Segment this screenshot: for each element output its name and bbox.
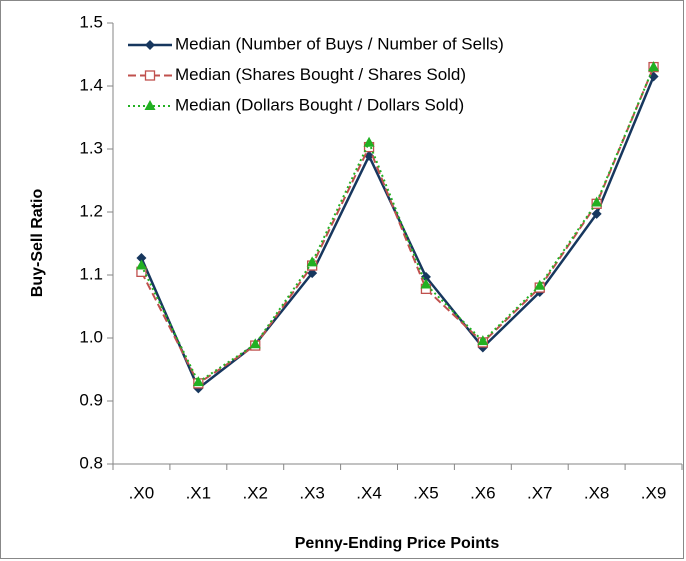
x-tick-label: .X6 — [470, 483, 496, 502]
marker — [591, 196, 603, 207]
x-tick-label: .X2 — [242, 483, 268, 502]
x-tick-label: .X5 — [413, 483, 439, 502]
y-tick-label: 1.2 — [79, 201, 103, 220]
y-tick-label: 1.1 — [79, 264, 103, 283]
marker — [534, 279, 546, 290]
y-tick-label: 1.0 — [79, 327, 103, 346]
x-tick-label: .X7 — [527, 483, 553, 502]
y-tick-label: 1.3 — [79, 138, 103, 157]
x-tick-label: .X8 — [584, 483, 610, 502]
marker — [249, 338, 261, 349]
x-tick-label: .X4 — [356, 483, 382, 502]
marker — [420, 278, 432, 289]
x-tick-label: .X9 — [641, 483, 667, 502]
legend-label: Median (Dollars Bought / Dollars Sold) — [175, 95, 464, 114]
y-axis-title: Buy-Sell Ratio — [29, 189, 46, 298]
marker — [192, 376, 204, 387]
marker — [648, 61, 660, 72]
y-tick-label: 0.9 — [79, 390, 103, 409]
x-tick-label: .X1 — [186, 483, 212, 502]
marker — [364, 150, 375, 161]
y-tick-label: 1.4 — [79, 75, 103, 94]
legend-label: Median (Shares Bought / Shares Sold) — [175, 65, 466, 84]
y-tick-label: 0.8 — [79, 453, 103, 472]
marker — [591, 208, 602, 219]
x-tick-label: .X0 — [129, 483, 155, 502]
series-line — [140, 66, 655, 384]
legend-marker — [144, 70, 156, 81]
series — [135, 61, 660, 387]
legend-marker — [144, 100, 156, 110]
legend-marker — [145, 40, 155, 50]
legend-label: Median (Number of Buys / Number of Sells… — [175, 34, 504, 53]
marker — [477, 335, 489, 346]
marker — [306, 256, 318, 267]
marker — [136, 252, 147, 263]
marker — [363, 136, 375, 147]
marker — [135, 259, 147, 270]
marker — [420, 271, 431, 282]
x-tick-label: .X3 — [299, 483, 325, 502]
x-axis-title: Penny-Ending Price Points — [295, 535, 500, 552]
y-tick-label: 1.5 — [79, 12, 103, 31]
